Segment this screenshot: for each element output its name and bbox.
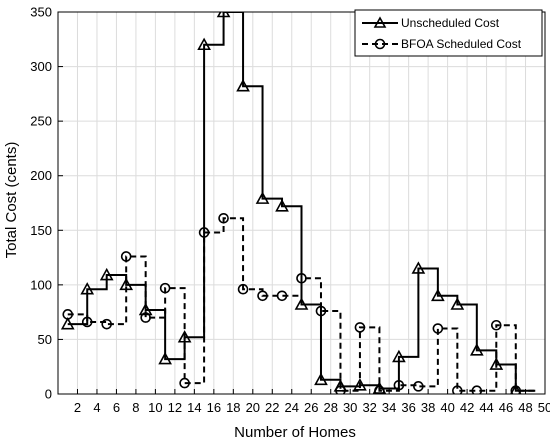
unscheduled-point	[392, 349, 406, 363]
unscheduled-cost-line	[67, 12, 536, 392]
y-tick-label: 300	[30, 59, 52, 74]
unscheduled-point	[197, 37, 211, 51]
y-tick-label: 200	[30, 168, 52, 183]
plot-series	[60, 12, 536, 394]
unscheduled-point	[216, 12, 231, 18]
unscheduled-point	[450, 297, 465, 310]
x-tick-label: 46	[499, 400, 513, 415]
y-tick-label: 100	[30, 277, 52, 292]
scheduled-point	[159, 282, 171, 294]
x-axis-label: Number of Homes	[234, 424, 356, 441]
unscheduled-point	[333, 379, 348, 392]
x-tick-label: 16	[207, 400, 221, 415]
x-tick-label: 20	[246, 400, 260, 415]
scheduled-point	[354, 322, 366, 333]
x-tick-label: 24	[285, 400, 299, 415]
x-tick-label: 42	[460, 400, 474, 415]
x-tick-label: 18	[226, 400, 240, 415]
scheduled-point	[471, 385, 483, 394]
x-tick-label: 26	[304, 400, 318, 415]
y-tick-label: 250	[30, 114, 52, 129]
scheduled-point	[218, 212, 229, 224]
scheduled-point	[257, 290, 268, 302]
scheduled-point	[120, 251, 132, 262]
unscheduled-point	[80, 282, 95, 295]
unscheduled-point	[275, 199, 289, 212]
x-tick-label: 22	[265, 400, 279, 415]
y-tick-label: 150	[30, 223, 52, 238]
scheduled-point	[490, 319, 502, 331]
unscheduled-point	[138, 302, 153, 316]
x-tick-label: 30	[343, 400, 357, 415]
scheduled-point	[413, 381, 424, 392]
x-tick-label: 4	[93, 400, 100, 415]
y-axis-ticks: 0 50 100 150 200 250 300 350	[30, 5, 63, 402]
unscheduled-point	[431, 288, 445, 302]
unscheduled-point	[411, 261, 426, 274]
x-tick-label: 28	[323, 400, 337, 415]
y-axis-label: Total Cost (cents)	[3, 142, 20, 259]
x-tick-label: 14	[187, 400, 201, 415]
grid-lines	[58, 11, 546, 395]
y-tick-label: 350	[30, 5, 52, 20]
scheduled-point	[101, 318, 112, 330]
unscheduled-point	[119, 277, 134, 291]
legend-label-scheduled: BFOA Scheduled Cost	[401, 37, 522, 51]
scheduled-point	[452, 385, 463, 394]
scheduled-point	[179, 377, 190, 389]
series-unscheduled	[60, 12, 536, 394]
x-tick-label: 50	[538, 400, 550, 415]
y-tick-label: 50	[38, 332, 52, 347]
x-tick-label: 8	[132, 400, 139, 415]
unscheduled-point	[353, 378, 367, 391]
legend: Unscheduled Cost BFOA Scheduled Cost	[354, 9, 543, 57]
scheduled-point	[432, 323, 444, 334]
x-tick-label: 10	[148, 400, 162, 415]
unscheduled-point	[177, 330, 192, 343]
unscheduled-point	[158, 351, 172, 365]
x-tick-label: 48	[518, 400, 532, 415]
unscheduled-point	[510, 383, 522, 394]
unscheduled-point	[236, 79, 250, 92]
unscheduled-point	[372, 381, 387, 394]
y-tick-label: 0	[45, 387, 52, 402]
unscheduled-point	[314, 372, 328, 386]
legend-marker-triangle	[373, 16, 387, 28]
x-tick-label: 2	[74, 400, 81, 415]
x-tick-label: 40	[440, 400, 454, 415]
unscheduled-point	[489, 357, 504, 370]
legend-label-unscheduled: Unscheduled Cost	[401, 16, 500, 30]
x-tick-label: 38	[421, 400, 435, 415]
x-tick-label: 12	[168, 400, 182, 415]
legend-box	[354, 9, 543, 57]
unscheduled-point	[469, 343, 484, 356]
legend-marker-circle	[374, 38, 386, 50]
unscheduled-point	[255, 191, 270, 204]
scheduled-point	[140, 312, 151, 323]
x-tick-label: 36	[401, 400, 415, 415]
scheduled-point	[276, 290, 288, 302]
plot-area-frame	[57, 11, 546, 395]
x-axis-ticks: 2 4 6 8 10 12 14 16 18 20 22 24 26 28 30 32 34 36 38 40 42 44…	[74, 389, 550, 415]
unscheduled-point	[294, 297, 309, 310]
unscheduled-point	[99, 267, 114, 281]
x-tick-label: 32	[362, 400, 376, 415]
scheduled-point	[237, 283, 249, 295]
unscheduled-point	[60, 316, 75, 330]
x-tick-label: 6	[113, 400, 120, 415]
x-tick-label: 34	[382, 400, 396, 415]
x-tick-label: 44	[479, 400, 493, 415]
